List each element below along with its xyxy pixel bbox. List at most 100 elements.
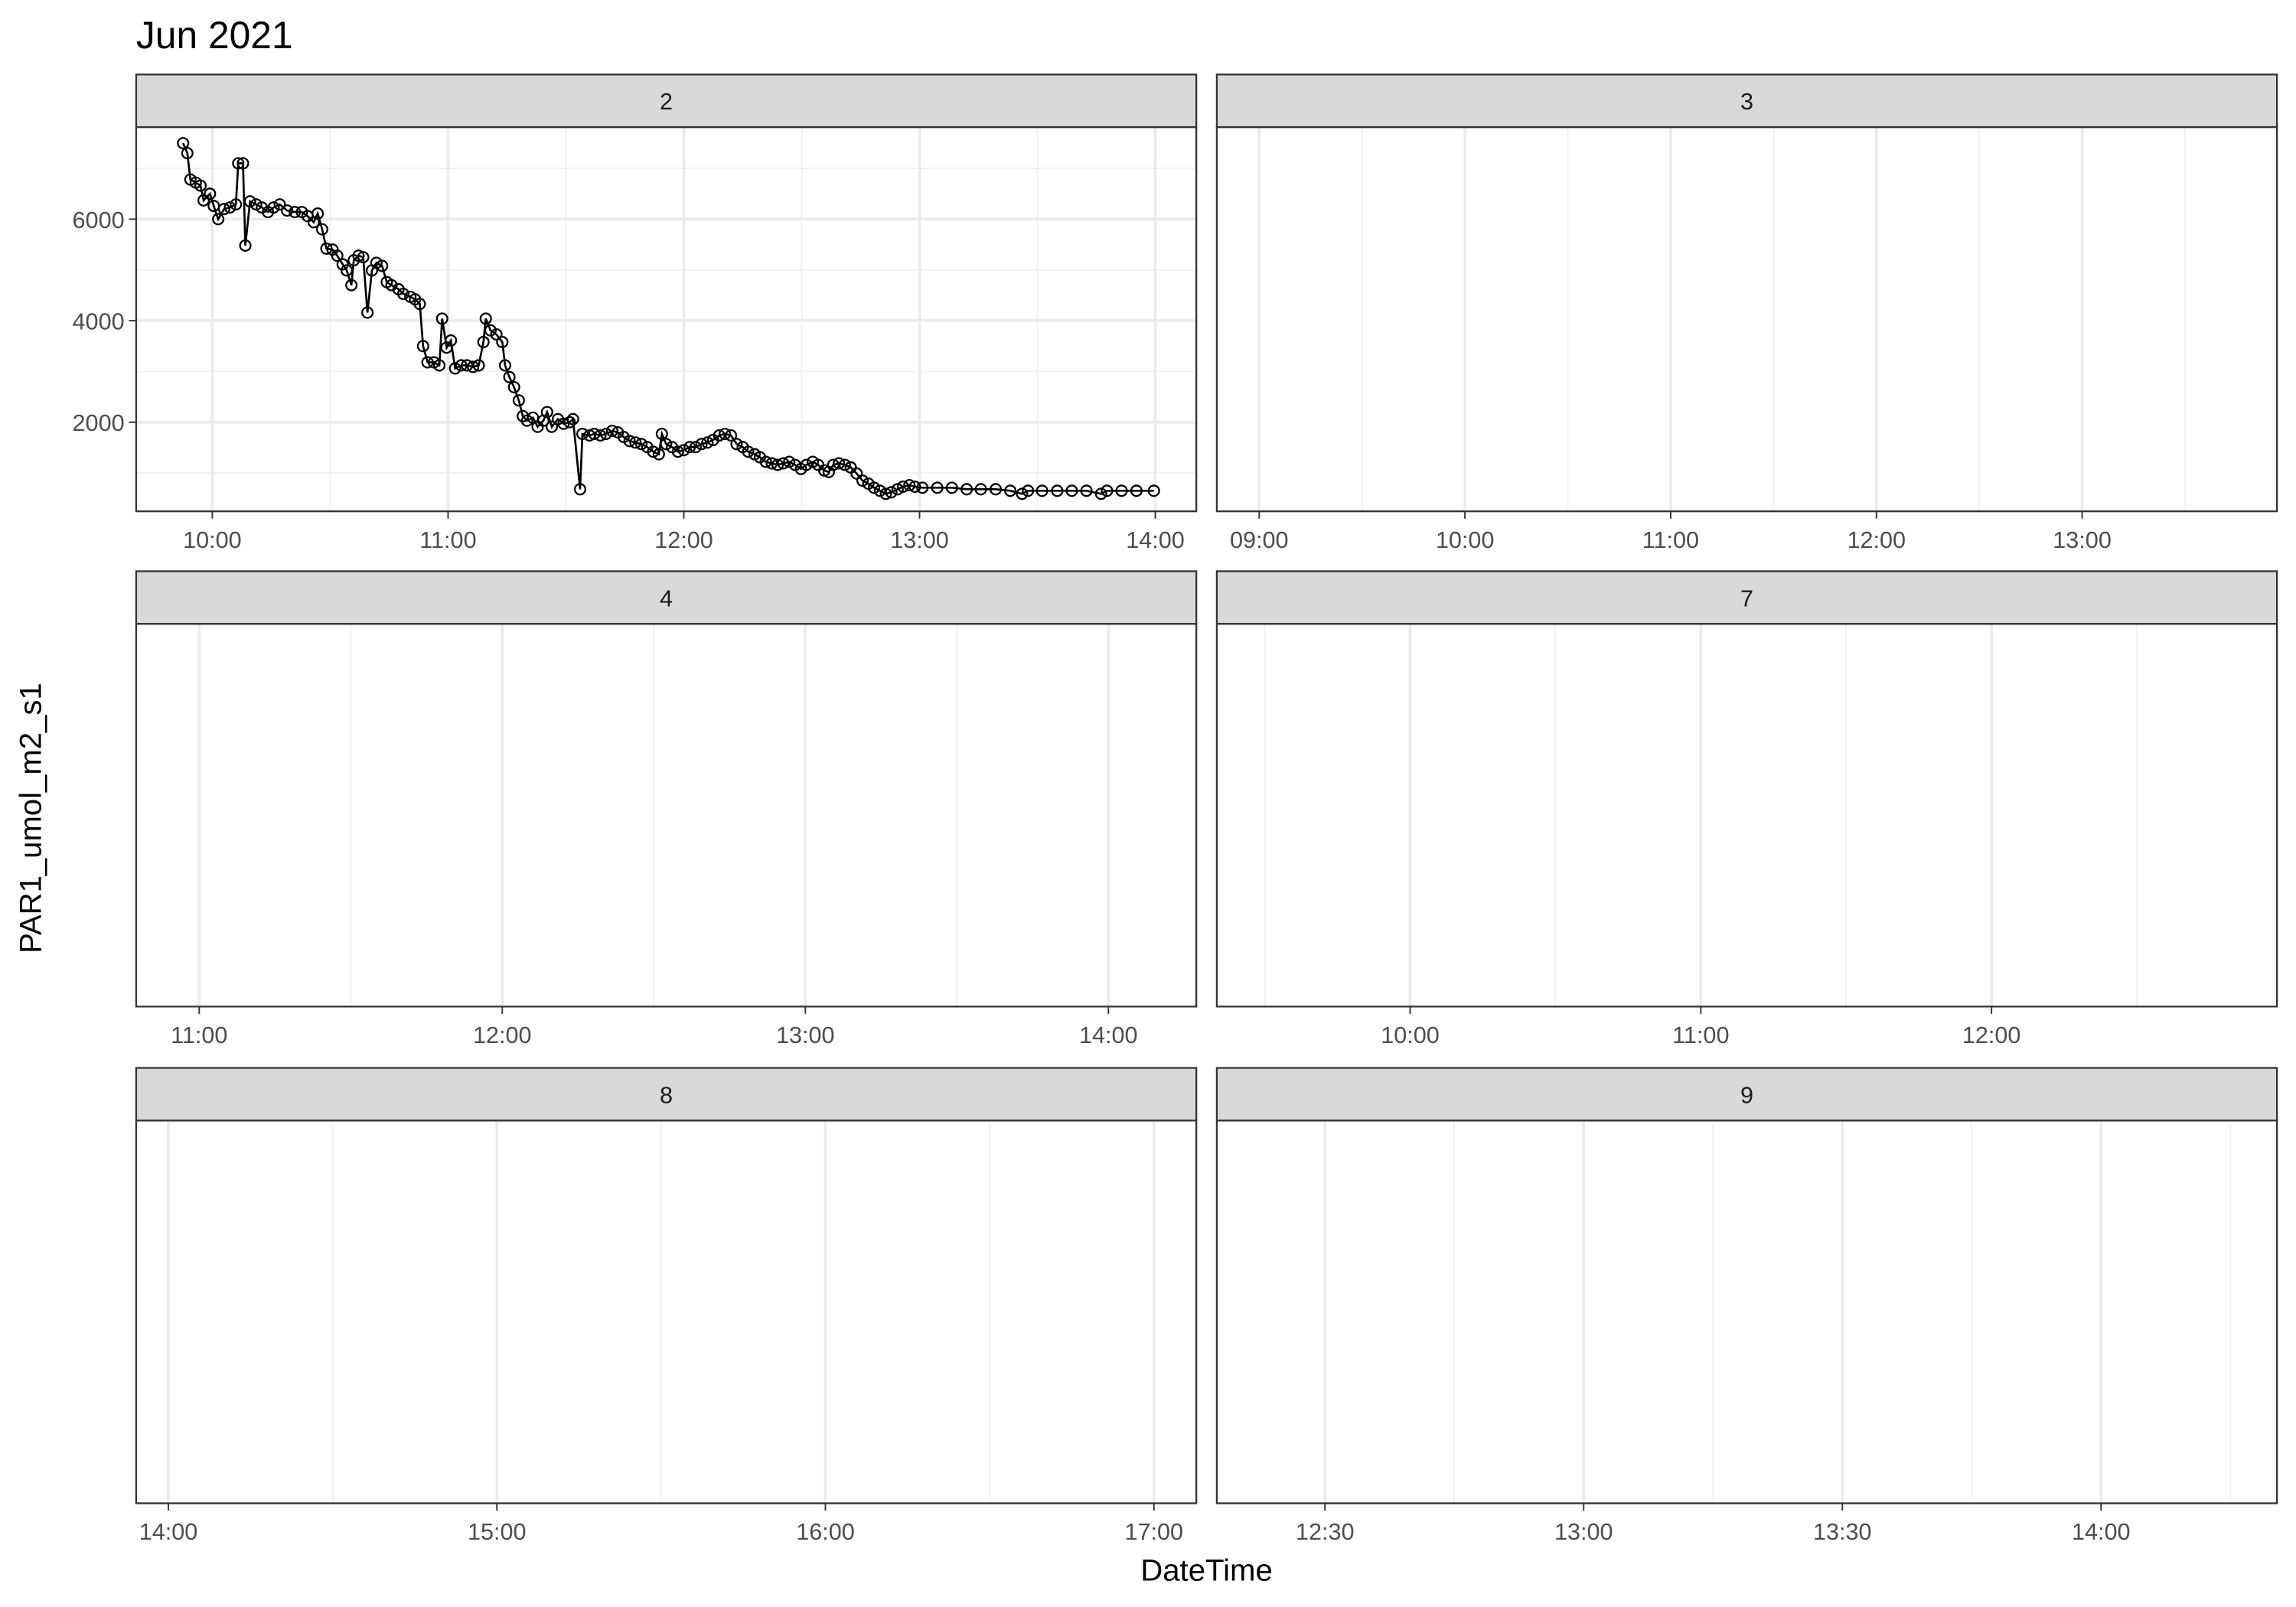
x-tick-label: 15:00 (468, 1519, 527, 1545)
data-point (512, 394, 525, 407)
data-point (345, 279, 358, 292)
x-tick-label: 14:00 (2072, 1519, 2131, 1545)
x-tick-label: 11:00 (1672, 1022, 1729, 1048)
x-tick-label: 13:00 (2053, 527, 2112, 553)
data-point (281, 204, 294, 217)
data-point (177, 137, 190, 150)
data-point (879, 487, 892, 500)
data-point (236, 157, 249, 170)
data-point (311, 207, 325, 220)
x-tick-label: 10:00 (1436, 527, 1495, 553)
data-point (1130, 484, 1143, 497)
y-tick-label: 2000 (73, 410, 125, 436)
data-point (273, 198, 286, 211)
data-point (908, 480, 921, 494)
data-point (340, 264, 354, 277)
x-tick-label: 13:00 (776, 1022, 835, 1048)
data-point (599, 427, 612, 441)
x-tick-label: 17:00 (1124, 1519, 1183, 1545)
data-point (455, 359, 468, 372)
data-point (856, 474, 869, 487)
data-point (230, 198, 243, 211)
data-point (1080, 484, 1093, 497)
data-point (421, 356, 434, 369)
data-point (759, 455, 772, 468)
x-tick-label: 14:00 (1126, 527, 1185, 553)
data-point (725, 429, 738, 442)
data-point (472, 359, 485, 372)
data-point (594, 429, 607, 442)
data-point (181, 147, 194, 160)
data-point (267, 201, 280, 214)
data-point (507, 380, 520, 393)
y-tick-label: 6000 (73, 207, 125, 233)
data-point (357, 251, 370, 264)
data-point (315, 223, 329, 236)
data-point (931, 481, 944, 494)
data-point (232, 157, 245, 170)
x-tick-label: 11:00 (419, 527, 476, 553)
data-point (467, 360, 480, 373)
strip-label: 9 (1740, 1082, 1753, 1108)
data-point (885, 486, 898, 499)
data-point (765, 457, 778, 470)
x-tick-label: 11:00 (1642, 527, 1699, 553)
data-point (212, 213, 225, 226)
data-point (945, 481, 958, 494)
data-point (1065, 484, 1078, 497)
data-point (652, 448, 665, 461)
data-point (671, 445, 684, 458)
data-point (1101, 484, 1114, 497)
data-point (540, 406, 553, 419)
data-point (588, 427, 601, 441)
strip-label: 2 (660, 89, 673, 115)
data-point (873, 484, 886, 497)
x-tick-label: 11:00 (171, 1022, 227, 1048)
data-point (435, 312, 448, 325)
data-point (701, 436, 714, 449)
x-tick-label: 12:00 (473, 1022, 532, 1048)
data-point (396, 287, 409, 300)
data-point (243, 195, 256, 208)
data-point (320, 242, 333, 255)
data-point (557, 417, 570, 430)
data-point (713, 429, 726, 442)
data-point (623, 435, 636, 448)
strip (135, 570, 1198, 625)
data-point (217, 203, 230, 216)
data-point (336, 258, 349, 271)
data-point (563, 416, 576, 429)
data-point (376, 259, 389, 272)
data-point (771, 458, 784, 471)
data-point (223, 201, 236, 214)
panel-background (1216, 1120, 2278, 1504)
strip-label: 4 (660, 585, 673, 611)
strip (1215, 1067, 2278, 1122)
x-axis-label: DateTime (1140, 1553, 1273, 1588)
strip-label: 3 (1740, 89, 1753, 115)
data-point (660, 438, 673, 451)
data-point (416, 340, 429, 353)
data-point (989, 483, 1003, 496)
panel-background (1216, 127, 2278, 512)
x-tick-label: 14:00 (1079, 1022, 1138, 1048)
data-point (730, 438, 743, 451)
y-axis-label: PAR1_umol_m2_s1 (14, 683, 48, 953)
data-point (1016, 487, 1029, 500)
data-point (629, 436, 642, 449)
strip-label: 7 (1740, 585, 1753, 611)
data-point (413, 298, 426, 311)
x-tick-label: 12:30 (1296, 1519, 1355, 1545)
data-point (239, 239, 252, 252)
data-point (503, 370, 516, 383)
data-point (498, 359, 512, 372)
x-tick-label: 10:00 (1381, 1022, 1440, 1048)
data-point (777, 457, 790, 470)
data-point (683, 441, 696, 454)
data-point (1147, 484, 1160, 497)
x-tick-label: 10:00 (183, 527, 242, 553)
data-point (783, 455, 796, 468)
data-point (833, 457, 846, 470)
data-point (868, 481, 881, 494)
